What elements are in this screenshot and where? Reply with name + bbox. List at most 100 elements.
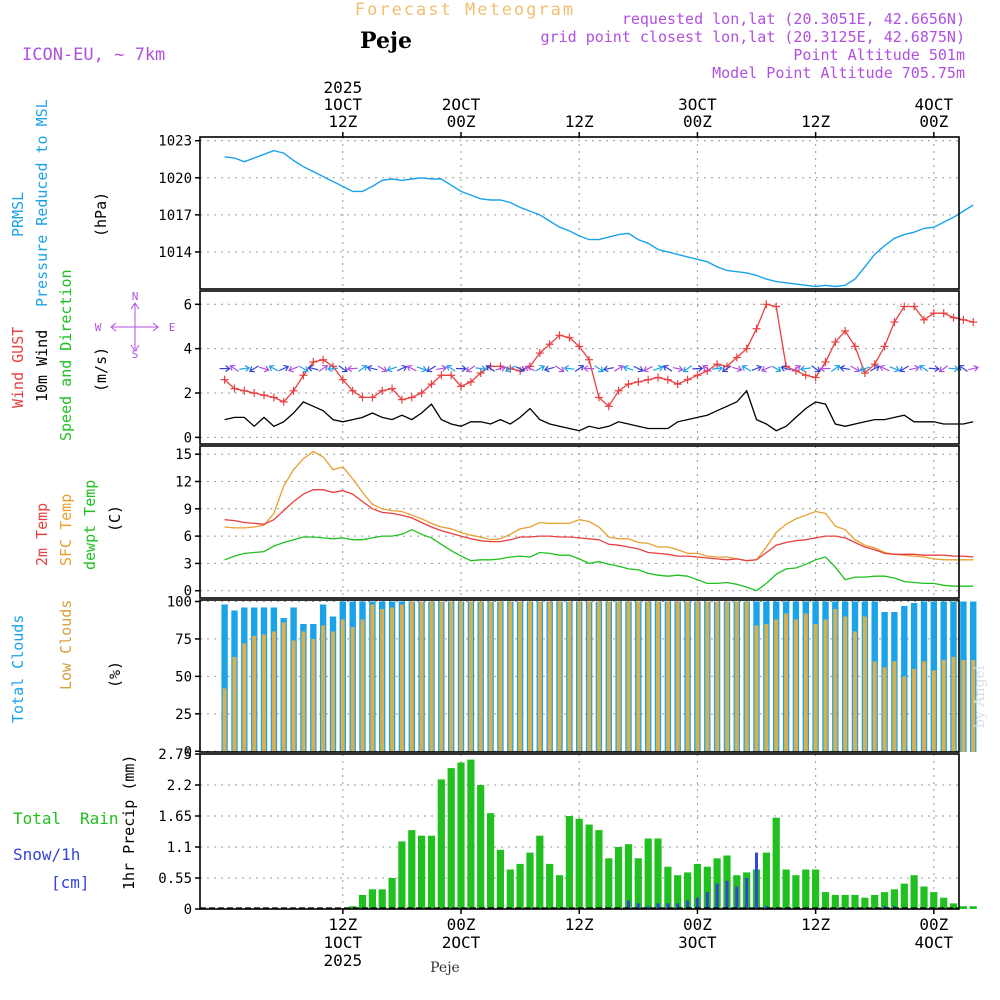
- gust-marker: [348, 386, 357, 395]
- wind-arrow-head: [524, 364, 531, 372]
- wind-arrow-shaft: [889, 366, 900, 371]
- wind-arrow-shaft: [919, 365, 929, 372]
- wind-arrow-icon: [662, 364, 673, 372]
- gust-marker: [466, 377, 475, 386]
- y-tick-label: 1.65: [158, 809, 192, 825]
- wind-arrow-shaft: [968, 366, 979, 371]
- wind-arrow-head: [938, 366, 945, 373]
- wind-arrow-head: [361, 364, 368, 371]
- rain-bar: [851, 894, 859, 909]
- low-cloud-bar: [498, 601, 503, 752]
- total-cloud-bar: [221, 604, 228, 752]
- y-tick-label: 3: [184, 556, 192, 572]
- rain-bar: [644, 838, 652, 909]
- wind-arrow-shaft: [554, 365, 565, 372]
- gust-marker: [762, 300, 771, 309]
- low-cloud-bar: [912, 668, 917, 752]
- wind-arrow-shaft: [387, 366, 398, 371]
- wind-arrow-icon: [338, 365, 348, 373]
- low-cloud-bar: [370, 604, 375, 752]
- gust-marker: [624, 380, 633, 389]
- wind-arrow-icon: [249, 365, 259, 373]
- wind-arrow-icon: [672, 365, 684, 373]
- wind-arrow-shaft: [486, 365, 496, 372]
- low-cloud-bar: [547, 601, 552, 752]
- rain-bar: [388, 878, 396, 909]
- low-cloud-bar: [459, 601, 463, 752]
- top-year-label: 2025: [324, 78, 363, 97]
- gust-marker: [427, 380, 436, 389]
- wind-arrow-head: [539, 364, 546, 371]
- wind-arrow-head: [799, 365, 806, 373]
- wind-arrow-shaft: [722, 365, 732, 372]
- wind-arrow-icon: [259, 365, 270, 373]
- snow-bar: [627, 900, 630, 909]
- y-tick-label: 0: [184, 902, 192, 918]
- gridpoint-coords: grid point closest lon,lat (20.3125E, 42…: [541, 28, 965, 46]
- wind-arrow-shaft: [761, 366, 772, 372]
- low-clouds-label: Low Clouds: [57, 600, 75, 690]
- wind-label: 10m Wind: [33, 330, 51, 402]
- wind-arrow-icon: [741, 364, 752, 372]
- gust-marker: [289, 386, 298, 395]
- y-tick-label: 25: [175, 707, 192, 723]
- rain-bar: [408, 830, 416, 909]
- gust-marker: [634, 377, 643, 386]
- wind-arrow-shaft: [633, 365, 644, 372]
- wind-arrow-icon: [505, 365, 515, 373]
- wind-arrow-head: [563, 364, 570, 372]
- top-day-label: 3OCT: [678, 95, 717, 114]
- low-cloud-bar: [232, 656, 237, 752]
- top-hour-label: 00Z: [683, 112, 712, 131]
- wind-unit: (m/s): [92, 347, 110, 392]
- bottom-hour-label: 12Z: [801, 915, 830, 934]
- wind-arrow-head: [775, 366, 782, 373]
- wind-arrow-icon: [928, 365, 940, 373]
- wind-arrow-icon: [465, 365, 476, 373]
- wind-arrow-icon: [436, 364, 448, 372]
- gust-marker: [565, 333, 574, 342]
- gust-marker: [575, 342, 584, 351]
- low-cloud-bar: [311, 638, 316, 752]
- total-label: Total: [13, 809, 61, 828]
- wind-arrow-shaft: [515, 366, 525, 372]
- rain-bar: [792, 875, 800, 909]
- wind-arrow-icon: [731, 365, 743, 373]
- wind-arrow-shaft: [663, 365, 673, 372]
- bottom-hour-label: 12Z: [328, 915, 357, 934]
- wind-arrow-shaft: [850, 365, 860, 372]
- wind-arrow-icon: [850, 365, 861, 373]
- gust-marker: [388, 384, 397, 393]
- y-tick-label: 15: [175, 447, 192, 463]
- rain-bar: [782, 869, 790, 909]
- gust-marker: [397, 395, 406, 404]
- panel-frame: [199, 599, 960, 753]
- wind-arrow-icon: [386, 365, 398, 373]
- bottom-day-label: 3OCT: [678, 933, 717, 952]
- total-clouds-label: Total Clouds: [9, 615, 27, 723]
- low-cloud-bar: [271, 631, 276, 752]
- wind-arrow-icon: [406, 364, 417, 372]
- rain-bar: [940, 897, 948, 909]
- rain-bar: [674, 875, 682, 909]
- y-tick-label: 0: [184, 584, 192, 600]
- wind-arrow-shaft: [771, 365, 781, 372]
- wind-arrow-shaft: [939, 365, 949, 372]
- wind-arrow-shaft: [928, 367, 939, 370]
- dewpt-label: dewpt Temp: [81, 480, 99, 570]
- wind-arrow-head: [322, 364, 329, 371]
- low-cloud-bar: [616, 601, 621, 752]
- point-altitude: Point Altitude 501m: [793, 46, 965, 64]
- wind-arrow-shaft: [830, 365, 840, 372]
- low-cloud-bar: [409, 601, 414, 752]
- wind-arrow-shaft: [840, 367, 851, 371]
- wind-arrow-icon: [485, 364, 496, 372]
- rain-bar: [910, 875, 918, 909]
- wind-arrow-shaft: [781, 366, 792, 371]
- wind-arrow-icon: [653, 364, 664, 372]
- wind-arrow-shaft: [544, 366, 555, 371]
- rain-bar: [890, 889, 898, 909]
- wind-arrow-shaft: [899, 365, 909, 372]
- wind-arrow-head: [381, 366, 388, 373]
